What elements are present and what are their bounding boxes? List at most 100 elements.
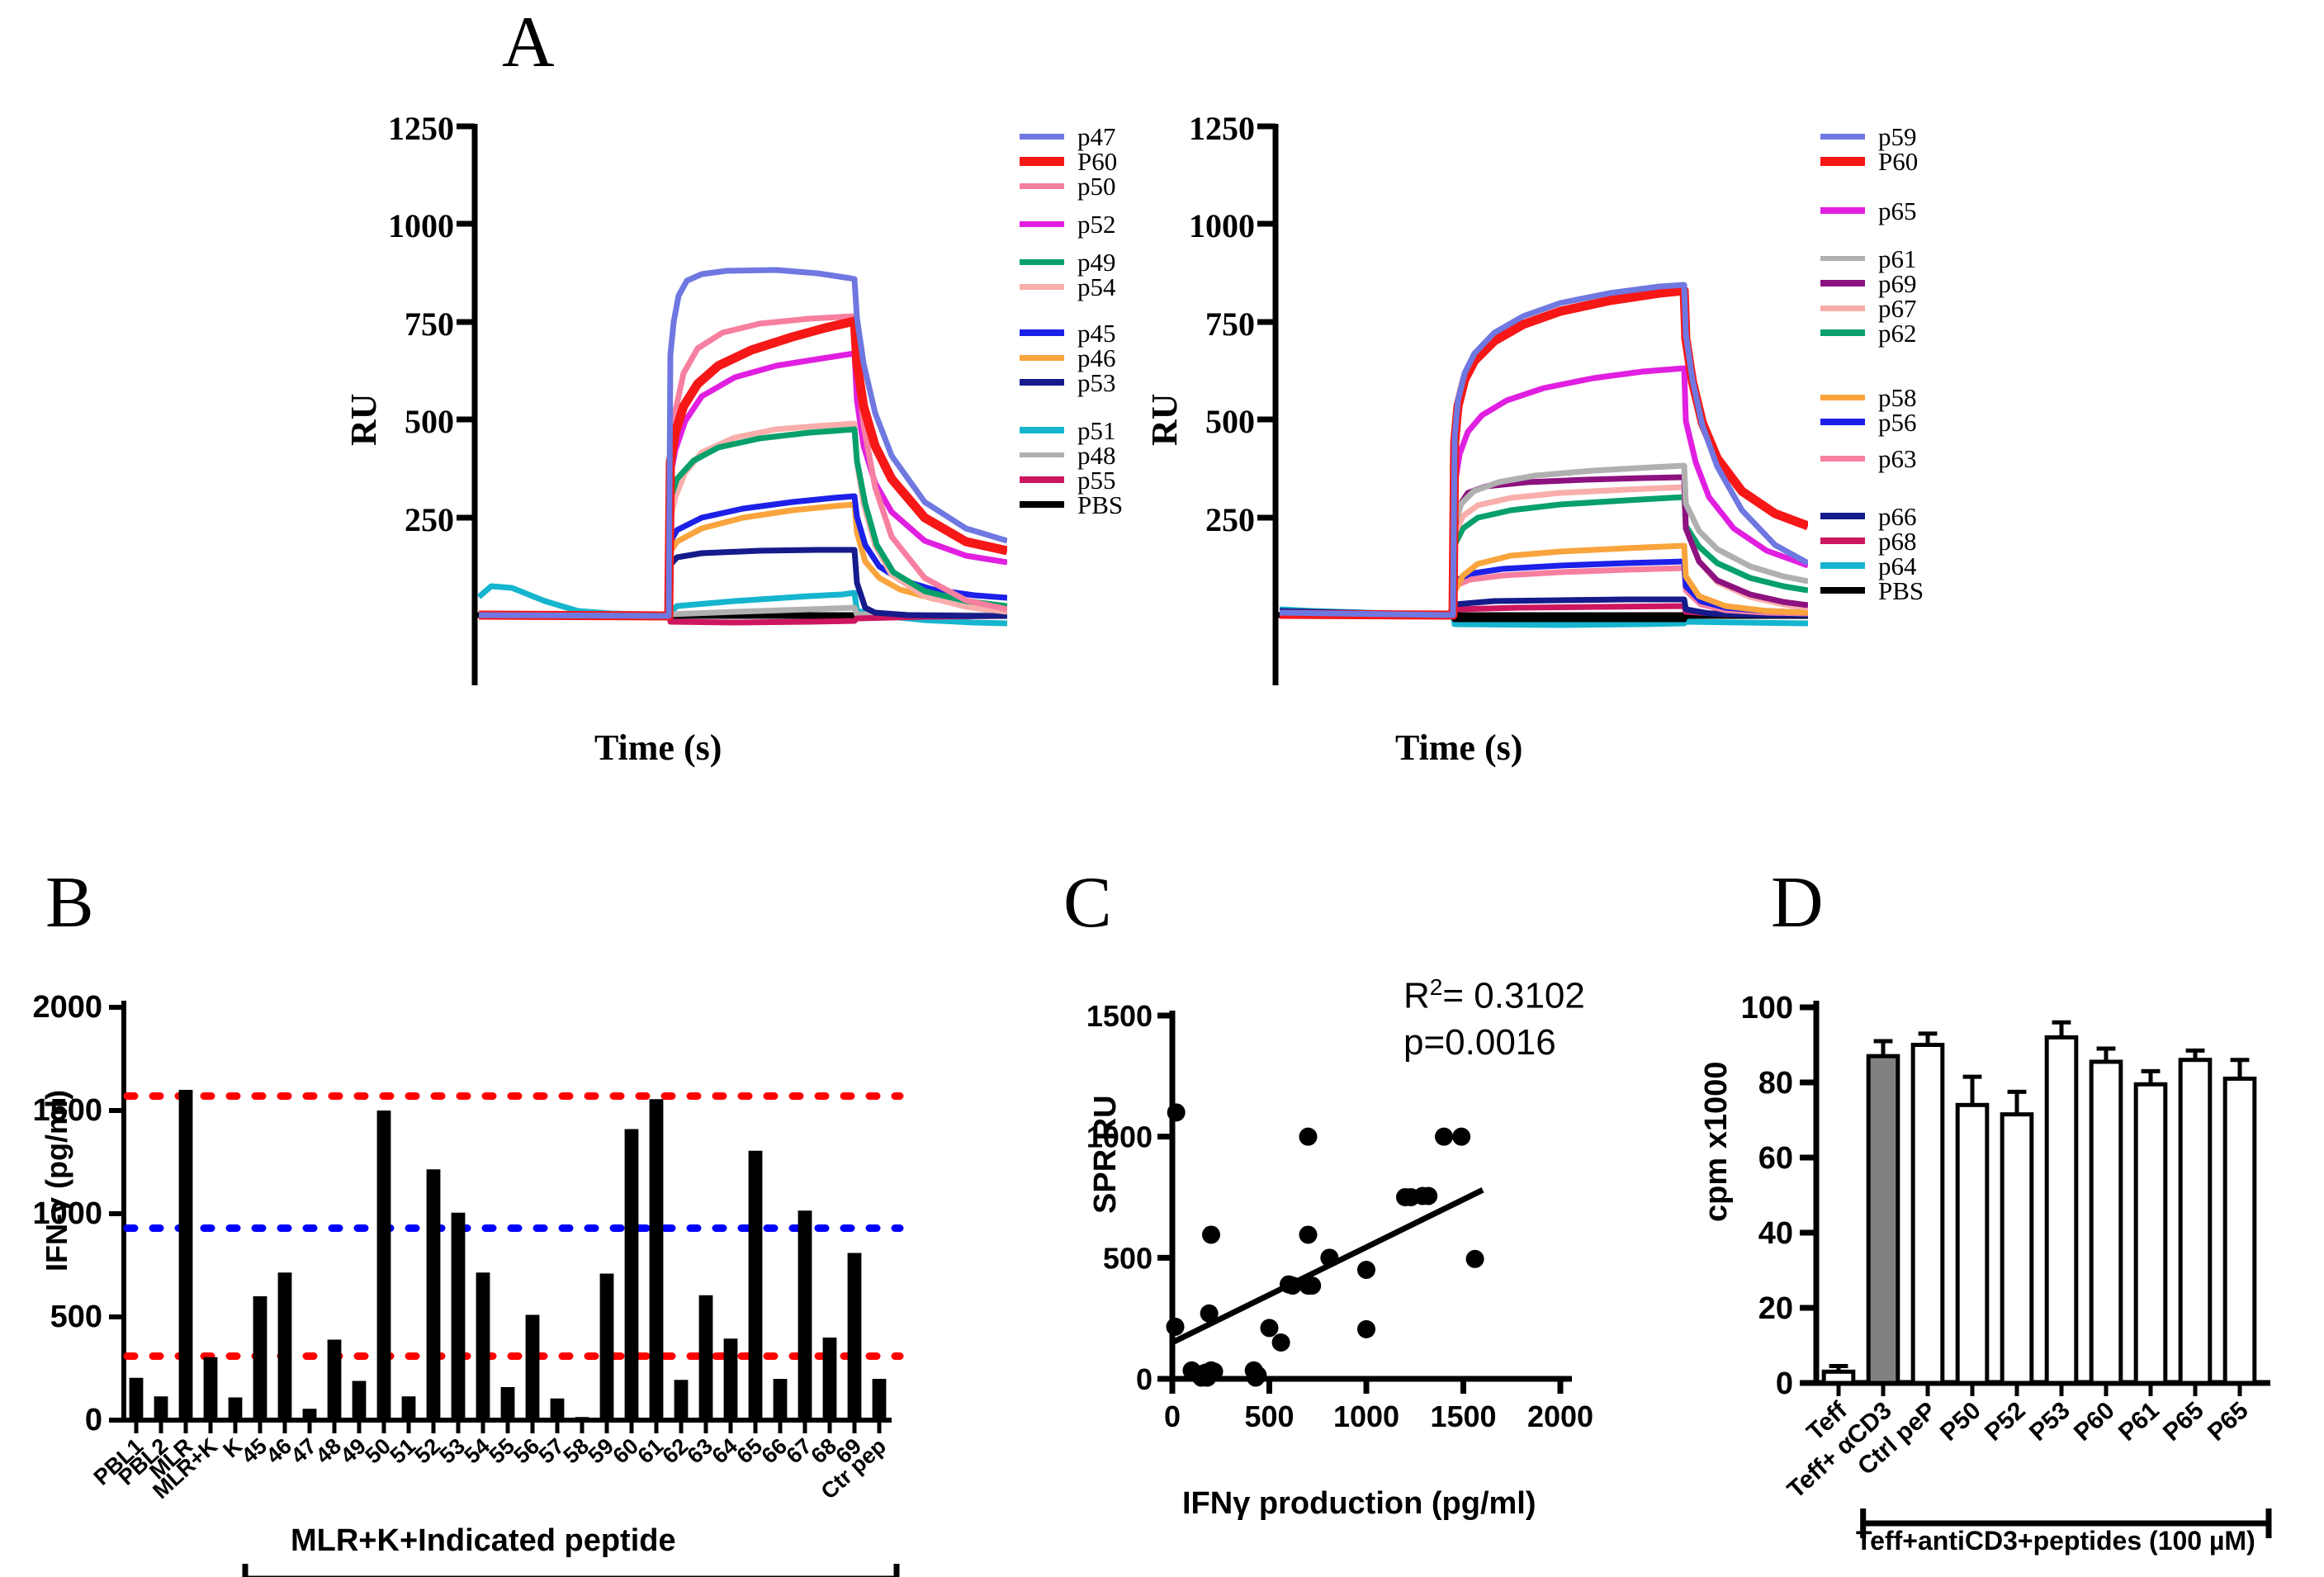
table-row xyxy=(2089,1059,2123,1385)
legend-swatch-p46 xyxy=(1020,354,1064,361)
spr-left-ytick-1000: 1000 xyxy=(388,207,454,244)
panel-c-r2-rest: = 0.3102 xyxy=(1442,975,1585,1016)
correlation-scatter-svg: 0 500 1000 1500 0 500 1000 1500 2000 xyxy=(1086,999,1593,1433)
panel-d-xtick: P61 xyxy=(2113,1397,2165,1447)
scatter-point xyxy=(1198,1368,1217,1387)
table-row xyxy=(178,1090,193,1420)
table-row xyxy=(575,1417,589,1420)
table-row xyxy=(624,1129,639,1420)
spr-right-ytick-250: 250 xyxy=(1205,501,1255,538)
legend-item: p52 xyxy=(1020,211,1123,237)
panel-c-ytick: 500 xyxy=(1103,1241,1153,1275)
legend-label: p68 xyxy=(1878,526,1917,556)
legend-item: PBS xyxy=(1820,578,1924,604)
legend-item: p45 xyxy=(1020,320,1123,346)
legend-label: p49 xyxy=(1077,247,1116,277)
panel-d-xtick: P65 xyxy=(2158,1397,2209,1447)
table-row xyxy=(798,1210,812,1420)
table-row xyxy=(253,1296,267,1420)
legend-label: p69 xyxy=(1878,268,1917,298)
legend-label: P60 xyxy=(1077,146,1118,176)
table-row xyxy=(773,1379,788,1420)
legend-label: p53 xyxy=(1077,367,1116,397)
panel-c-xtick: 2000 xyxy=(1527,1399,1593,1433)
legend-label: p56 xyxy=(1878,407,1917,437)
panel-c-r2: R2= 0.3102 xyxy=(1403,974,1585,1017)
spr-left-ytick-1250: 1250 xyxy=(388,110,454,147)
legend-label: p47 xyxy=(1077,121,1116,151)
panel-d-ytick: 20 xyxy=(1758,1291,1793,1326)
table-row xyxy=(649,1099,664,1420)
panel-d-xtick: P65 xyxy=(2203,1397,2254,1447)
scatter-point xyxy=(1303,1276,1322,1295)
table-row xyxy=(500,1387,515,1420)
panel-a-left-chart: 1250 1000 750 500 250 RU Time (s) xyxy=(343,110,1007,768)
panel-b-bracket-label: MLR+K+Indicated peptide xyxy=(291,1523,676,1558)
legend-label: p63 xyxy=(1878,443,1917,473)
legend-label: p46 xyxy=(1077,343,1116,372)
scatter-point xyxy=(1166,1317,1185,1336)
panel-d-ytick: 60 xyxy=(1758,1141,1793,1176)
legend-swatch-p67 xyxy=(1820,305,1865,311)
spr-right-ytick-1000: 1000 xyxy=(1189,207,1255,244)
legend-item: p68 xyxy=(1820,526,1924,556)
table-row xyxy=(2222,1076,2257,1385)
legend-label: P60 xyxy=(1878,146,1919,176)
scatter-point xyxy=(1283,1276,1302,1295)
scatter-point xyxy=(1167,1103,1186,1122)
legend-swatch-p59 xyxy=(1820,133,1865,140)
legend-label: p51 xyxy=(1077,415,1116,445)
panel-a-right-chart: 1250 1000 750 500 250 RU Time (s) xyxy=(1144,110,1808,768)
panel-c-ytick: 1500 xyxy=(1086,999,1153,1033)
legend-swatch-P60 xyxy=(1020,156,1064,166)
legend-label: p67 xyxy=(1878,293,1917,323)
spr-right-ytick-1250: 1250 xyxy=(1189,110,1255,147)
table-row xyxy=(1955,1102,1990,1385)
panel-c-chart: 0 500 1000 1500 0 500 1000 1500 2000 xyxy=(1073,950,1651,1527)
panel-d-bracket-label: Teff+antiCD3+peptides (100 µM) xyxy=(1856,1526,2255,1556)
panel-d-chart: 0 20 40 60 80 100 Teff Teff+ αCD3 Ctrl peP P50 P52… xyxy=(1684,950,2295,1560)
table-row xyxy=(2000,1112,2034,1385)
table-row xyxy=(1866,1054,1900,1385)
panel-d-ytick: 100 xyxy=(1741,991,1793,1025)
legend-label: p59 xyxy=(1878,121,1917,151)
scatter-point xyxy=(1452,1127,1471,1146)
table-row xyxy=(228,1397,243,1420)
legend-label: p66 xyxy=(1878,501,1917,531)
panel-d-xtick: P52 xyxy=(1980,1397,2031,1447)
panel-c-y-axis-title: SPR RU xyxy=(1088,1095,1123,1214)
legend-label: p50 xyxy=(1077,171,1116,201)
table-row xyxy=(352,1380,367,1420)
panel-a-left-legend: p47 P60 p50 p52 p49 p54 p45 p46 p53 p51 … xyxy=(1020,124,1123,518)
legend-item: p51 xyxy=(1020,418,1123,443)
legend-label: p55 xyxy=(1077,465,1116,495)
panel-c-ytick: 1000 xyxy=(1086,1120,1153,1154)
legend-item: p65 xyxy=(1820,198,1924,224)
legend-swatch-p64 xyxy=(1820,562,1865,569)
legend-swatch-p48 xyxy=(1020,452,1064,457)
table-row xyxy=(698,1295,713,1420)
legend-item: p49 xyxy=(1020,247,1123,277)
table-row xyxy=(327,1339,342,1420)
legend-label: p54 xyxy=(1077,272,1116,301)
legend-item: p61 xyxy=(1820,246,1924,272)
legend-item: p47 xyxy=(1020,124,1123,149)
legend-item: p59 xyxy=(1820,124,1924,149)
panel-b-letter: B xyxy=(45,863,94,943)
legend-label: p48 xyxy=(1077,440,1116,470)
legend-label: p64 xyxy=(1878,551,1917,580)
spr-right-x-axis-title: Time (s) xyxy=(1395,727,1523,768)
legend-swatch-p50 xyxy=(1020,182,1064,189)
panel-b-chart: 0 500 1000 1500 2000 PBL1 PBL2 MLR MLR+K K 45 46 47 4… xyxy=(0,950,925,1577)
spr-left-ytick-750: 750 xyxy=(405,305,454,343)
scatter-point xyxy=(1271,1333,1290,1352)
scatter-point xyxy=(1419,1186,1438,1205)
table-row xyxy=(154,1396,168,1420)
table-row xyxy=(599,1273,614,1420)
table-row xyxy=(376,1111,391,1420)
table-row xyxy=(2044,1035,2079,1385)
legend-swatch-p51 xyxy=(1020,427,1064,433)
legend-swatch-p45 xyxy=(1020,329,1064,336)
legend-item: p62 xyxy=(1820,320,1924,346)
